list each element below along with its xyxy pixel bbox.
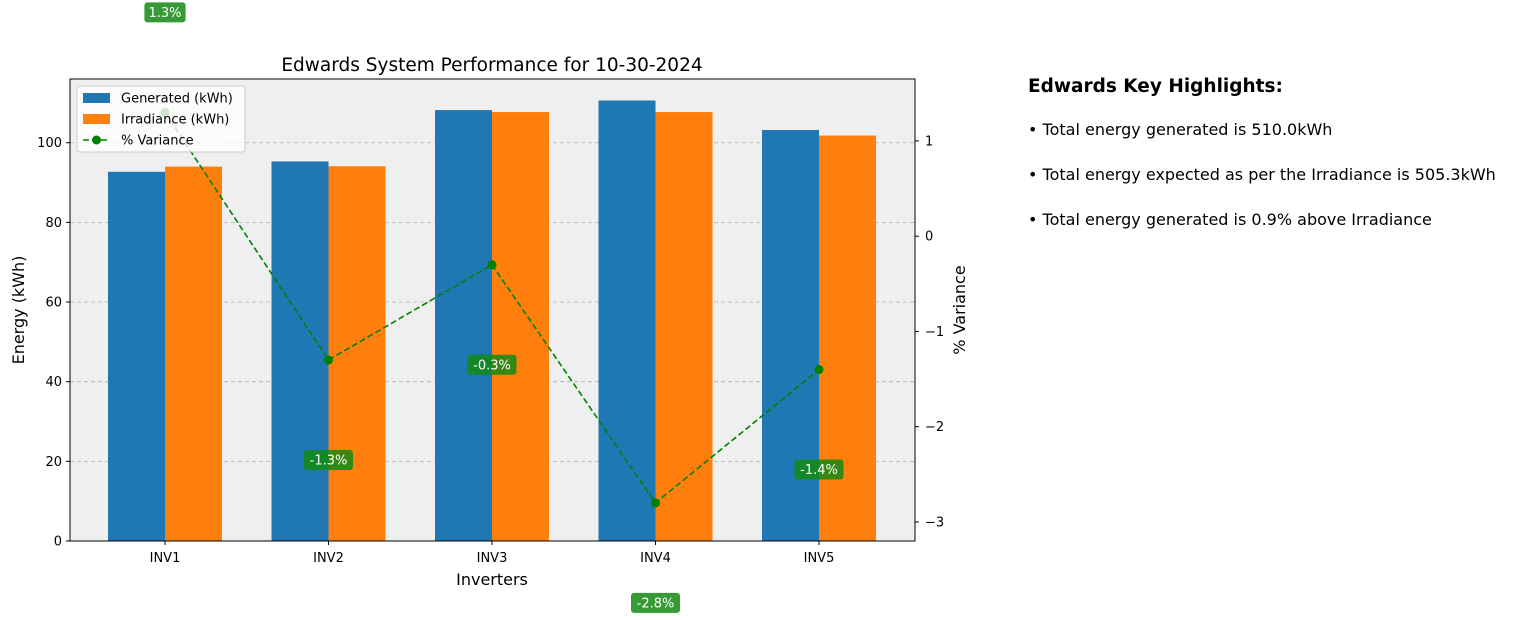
x-tick-label: INV3	[477, 551, 508, 566]
axes: 0 20 40 60 80 100 1 0 −1 −2 −3 INV1 INV2 INV3 INV4 INV5	[37, 134, 944, 566]
bar	[435, 110, 492, 541]
legend-box	[76, 85, 246, 153]
y2-axis-label: % Variance	[950, 265, 969, 354]
highlight-item: • Total energy generated is 0.9% above I…	[1028, 210, 1432, 229]
legend-swatch	[83, 93, 110, 103]
x-tick-label: INV1	[150, 551, 181, 566]
bar	[328, 166, 386, 541]
bar	[819, 135, 876, 541]
variance-point	[487, 260, 497, 270]
y-tick-label: 100	[37, 136, 62, 151]
legend-swatch	[83, 114, 110, 124]
highlight-item: • Total energy generated is 510.0kWh	[1028, 120, 1333, 139]
x-tick-label: INV4	[640, 551, 671, 566]
variance-data-label: -1.3%	[310, 454, 348, 469]
bar	[108, 171, 165, 541]
variance-label-box	[467, 354, 517, 375]
variance-label-box	[144, 2, 186, 23]
chart-title: Edwards System Performance for 10-30-202…	[281, 55, 702, 76]
variance-label-box	[304, 450, 353, 471]
y-tick-label: 20	[45, 455, 62, 470]
x-tick-label: INV5	[804, 551, 835, 566]
legend-entry: Irradiance (kWh)	[121, 113, 229, 128]
bar	[271, 161, 329, 541]
y-axis-label: Energy (kWh)	[9, 256, 28, 365]
bar-series	[108, 100, 876, 542]
y2-tick-label: 1	[925, 134, 933, 149]
variance-data-label: -0.3%	[473, 358, 511, 373]
legend-entry: % Variance	[121, 134, 194, 149]
x-tick-label: INV2	[313, 551, 344, 566]
y-tick-label: 80	[45, 216, 62, 231]
variance-label-box	[631, 592, 680, 613]
y2-tick-label: −2	[925, 420, 944, 435]
variance-data-labels: 1.3% -1.3% -0.3% -2.8% -1.4%	[144, 2, 844, 613]
bar	[165, 166, 222, 541]
variance-data-label: -1.4%	[800, 463, 838, 478]
variance-data-label: 1.3%	[148, 6, 181, 21]
highlight-item: • Total energy expected as per the Irrad…	[1028, 165, 1496, 184]
variance-label-box	[794, 459, 844, 480]
variance-data-label: -2.8%	[637, 596, 675, 611]
key-highlights-panel: Edwards Key Highlights: • Total energy g…	[1028, 76, 1518, 255]
y2-tick-label: 0	[925, 230, 933, 245]
y-tick-label: 60	[45, 296, 62, 311]
variance-point	[324, 355, 333, 365]
y-tick-label: 40	[45, 375, 62, 390]
y2-tick-label: −1	[925, 325, 944, 340]
x-axis-label: Inverters	[456, 570, 528, 589]
legend: Generated (kWh) Irradiance (kWh) % Varianc…	[76, 85, 246, 153]
performance-chart: 0 20 40 60 80 100 1 0 −1 −2 −3 INV1 INV2 INV3 INV4 INV5…	[9, 2, 969, 613]
legend-entry: Generated (kWh)	[121, 92, 233, 107]
y-tick-label: 0	[54, 535, 62, 550]
variance-point	[651, 498, 660, 508]
variance-point	[814, 365, 824, 375]
legend-marker	[92, 135, 101, 145]
highlights-title: Edwards Key Highlights:	[1028, 76, 1283, 97]
bar	[655, 112, 713, 542]
y2-tick-label: −3	[925, 515, 944, 530]
bar	[598, 100, 656, 541]
bar	[492, 112, 549, 542]
